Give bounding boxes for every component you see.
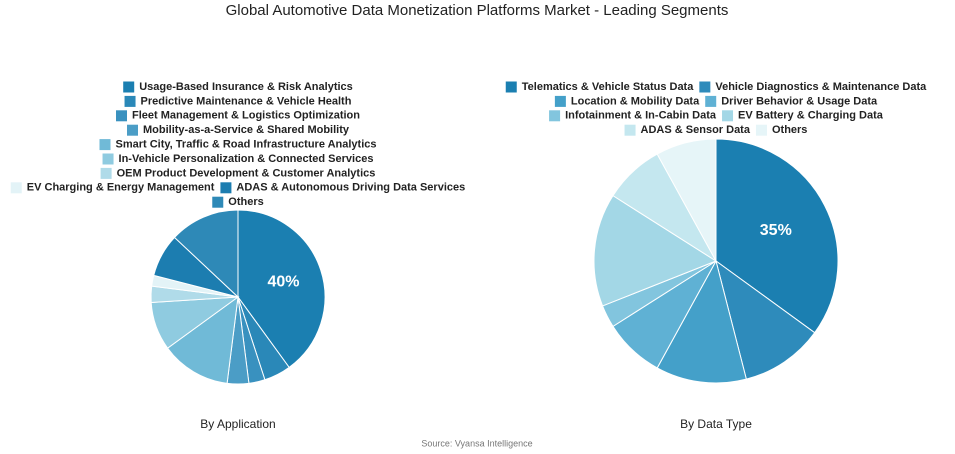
- legend-label: Fleet Management & Logistics Optimizatio…: [132, 110, 360, 122]
- pie-slice: [593, 194, 718, 307]
- legend-label: Telematics & Vehicle Status Data: [522, 81, 694, 93]
- legend-label: Vehicle Diagnostics & Maintenance Data: [715, 81, 927, 93]
- legend-swatch: [100, 167, 112, 179]
- source: Source: Vyansa Intelligence: [421, 438, 532, 448]
- legend-swatch: [699, 81, 711, 93]
- chart-subtitle: By Application: [200, 417, 275, 431]
- legend-swatch: [102, 153, 114, 165]
- legend-label: Others: [228, 196, 263, 208]
- legend-label: Location & Mobility Data: [571, 95, 700, 107]
- legend-swatch: [505, 81, 517, 93]
- legend-label: Mobility-as-a-Service & Shared Mobility: [143, 124, 350, 136]
- legend-swatch: [624, 124, 636, 136]
- legend-label: Smart City, Traffic & Road Infrastructur…: [115, 139, 376, 151]
- legend-swatch: [549, 110, 561, 122]
- pie-slice: [173, 209, 239, 299]
- pie-slice: [656, 259, 747, 384]
- legend-swatch: [755, 124, 767, 136]
- legend-swatch: [220, 182, 232, 194]
- pie-slice: [656, 138, 717, 262]
- pie-slice: [715, 259, 816, 380]
- chart-subtitle: By Data Type: [680, 417, 752, 431]
- legend-swatch: [212, 196, 224, 208]
- legend-label: Infotainment & In-Cabin Data: [565, 110, 717, 122]
- pie-slice: [237, 209, 326, 369]
- legend-label: ADAS & Sensor Data: [641, 124, 751, 136]
- chart-title: Global Automotive Data Monetization Plat…: [225, 2, 729, 19]
- legend-label: In-Vehicle Personalization & Connected S…: [119, 153, 374, 165]
- legend-swatch: [722, 110, 734, 122]
- legend-swatch: [124, 95, 136, 107]
- legend-swatch: [554, 95, 566, 107]
- legend-label: EV Charging & Energy Management: [27, 182, 215, 194]
- legend-swatch: [705, 95, 717, 107]
- value-label: 35%: [760, 222, 792, 239]
- legend-label: ADAS & Autonomous Driving Data Services: [236, 182, 465, 194]
- legend-label: Others: [772, 124, 807, 136]
- legend-swatch: [116, 110, 128, 122]
- legend-swatch: [99, 139, 111, 151]
- legend-label: EV Battery & Charging Data: [738, 110, 884, 122]
- pie-slice: [715, 138, 839, 334]
- legend-label: Predictive Maintenance & Vehicle Health: [141, 95, 352, 107]
- legend-label: OEM Product Development & Customer Analy…: [117, 167, 376, 179]
- legend-label: Driver Behavior & Usage Data: [721, 95, 878, 107]
- legend-swatch: [127, 124, 138, 136]
- value-label: 40%: [267, 273, 299, 290]
- legend-swatch: [123, 81, 135, 93]
- legend-swatch: [10, 182, 22, 194]
- legend-label: Usage-Based Insurance & Risk Analytics: [139, 81, 353, 93]
- pie-slice: [166, 295, 239, 384]
